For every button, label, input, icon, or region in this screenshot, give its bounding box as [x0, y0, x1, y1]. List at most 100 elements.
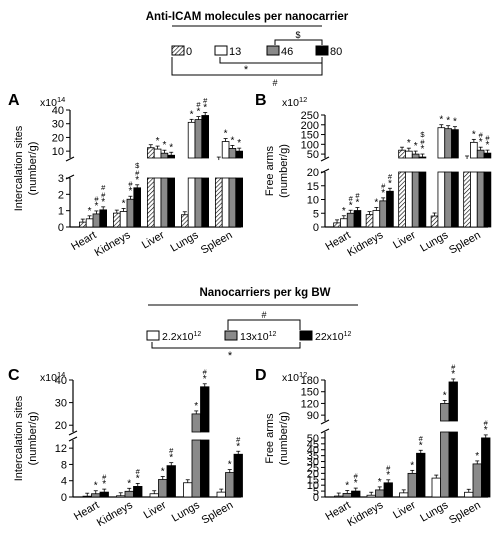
y-tick-label: 0: [313, 222, 319, 234]
bar: [351, 490, 361, 498]
significance-mark: *: [203, 374, 207, 385]
significance-mark: *: [135, 175, 139, 186]
significance-mark: *: [472, 129, 476, 140]
bar: [200, 386, 210, 433]
bar: [180, 214, 189, 228]
significance-mark: #: [101, 190, 106, 199]
bar: [133, 187, 142, 228]
x-tick-label: Lungs: [418, 499, 450, 525]
y-tick-label: 10: [307, 195, 319, 207]
significance-mark: *: [355, 198, 359, 209]
y-tick-label: 8: [61, 459, 67, 471]
multiplier-label: x1012: [282, 95, 307, 109]
bar-lower-part: [448, 431, 458, 498]
bar-lower-part: [160, 177, 169, 228]
bar: [158, 479, 168, 498]
bar: [340, 218, 348, 228]
y-tick-label: 30: [55, 398, 67, 410]
bar: [405, 150, 413, 159]
bar: [99, 491, 109, 498]
bar: [113, 212, 121, 228]
legend-top-label-2: 46: [281, 46, 293, 58]
significance-mark: *: [374, 198, 378, 209]
y-tick-label: 20: [307, 468, 319, 480]
y-tick-label: 150: [301, 387, 319, 399]
significance-mark: *: [136, 473, 140, 484]
bar: [92, 213, 101, 228]
y-tick-label: 0: [313, 492, 319, 504]
bar: [366, 494, 376, 498]
bar: [353, 210, 362, 228]
significance-mark: #: [419, 434, 424, 443]
bar: [483, 152, 492, 159]
bar: [365, 214, 374, 228]
significance-mark: *: [169, 142, 173, 153]
significance-mark: #: [355, 191, 360, 200]
legend-top: Anti-ICAM molecules per nanocarrier 0 13 4…: [146, 11, 349, 88]
significance-mark: *: [94, 481, 98, 492]
bar: [191, 413, 201, 433]
x-tick-label: Spleen: [447, 499, 483, 527]
bar: [444, 128, 452, 159]
significance-mark: #: [484, 418, 489, 427]
x-tick-label: Spleen: [200, 499, 236, 527]
legend-bottom-label-1: 13x1012: [240, 331, 277, 343]
y-tick-label: 15: [307, 181, 319, 193]
y-axis-label-1: Free arms: [264, 413, 276, 464]
bar-lower-part: [194, 177, 203, 228]
legend-top-title: Anti-ICAM molecules per nanocarrier: [146, 11, 349, 23]
x-tick-label: Liver: [391, 229, 418, 251]
bar: [153, 148, 162, 159]
bar: [160, 152, 169, 159]
significance-mark: $: [135, 161, 140, 170]
significance-mark: #: [388, 172, 393, 181]
significance-mark: *: [386, 470, 390, 481]
significance-mark: *: [419, 440, 423, 451]
axis-break-mark: [320, 156, 330, 162]
significance-mark: *: [101, 197, 105, 208]
significance-mark: *: [237, 138, 241, 149]
legend-top-swatch-2: [266, 45, 280, 56]
x-tick-label: Liver: [140, 229, 167, 251]
bar: [82, 495, 92, 498]
bar-lower-part: [200, 439, 210, 498]
y-tick-label: 3: [58, 173, 64, 185]
x-tick-label: Kidneys: [93, 229, 133, 259]
significance-mark: *: [407, 138, 411, 149]
significance-mark: *: [453, 117, 457, 128]
significance-mark: #: [354, 472, 359, 481]
y-tick-label: 1: [58, 206, 64, 218]
y-tick-label: 5: [313, 486, 319, 498]
significance-mark: *: [196, 107, 200, 118]
panel-letter: C: [8, 367, 20, 384]
legend-top-label-0: 0: [186, 46, 192, 58]
significance-mark: #: [349, 194, 354, 203]
significance-mark: #: [135, 168, 140, 177]
bar: [472, 463, 482, 498]
bar: [91, 493, 101, 498]
legend-bottom-title: Nanocarriers per kg BW: [199, 287, 330, 299]
y-tick-label: 4: [61, 476, 67, 488]
significance-mark: #: [236, 435, 241, 444]
axis-break-mark: [65, 156, 75, 162]
y-tick-label: 100: [301, 139, 319, 151]
significance-mark: *: [410, 460, 414, 471]
bar: [383, 482, 393, 498]
bar: [183, 482, 193, 498]
bar-lower-part: [440, 431, 450, 498]
axis-break-mark: [320, 419, 330, 425]
y-tick-label: 10: [52, 146, 64, 158]
significance-mark: *: [236, 441, 240, 452]
legend-bottom-label-0: 2.2x1012: [162, 331, 201, 343]
legend-top-swatch-3: [315, 45, 329, 56]
bar: [440, 403, 450, 422]
y-axis-label-2: (number/g): [278, 144, 290, 198]
legend-top-swatch-0: [171, 45, 185, 56]
bar: [126, 198, 135, 228]
legend-bottom-label-2: 22x1012: [315, 331, 352, 343]
bar: [334, 495, 344, 498]
significance-mark: $: [420, 130, 425, 139]
y-tick-label: 20: [307, 167, 319, 179]
